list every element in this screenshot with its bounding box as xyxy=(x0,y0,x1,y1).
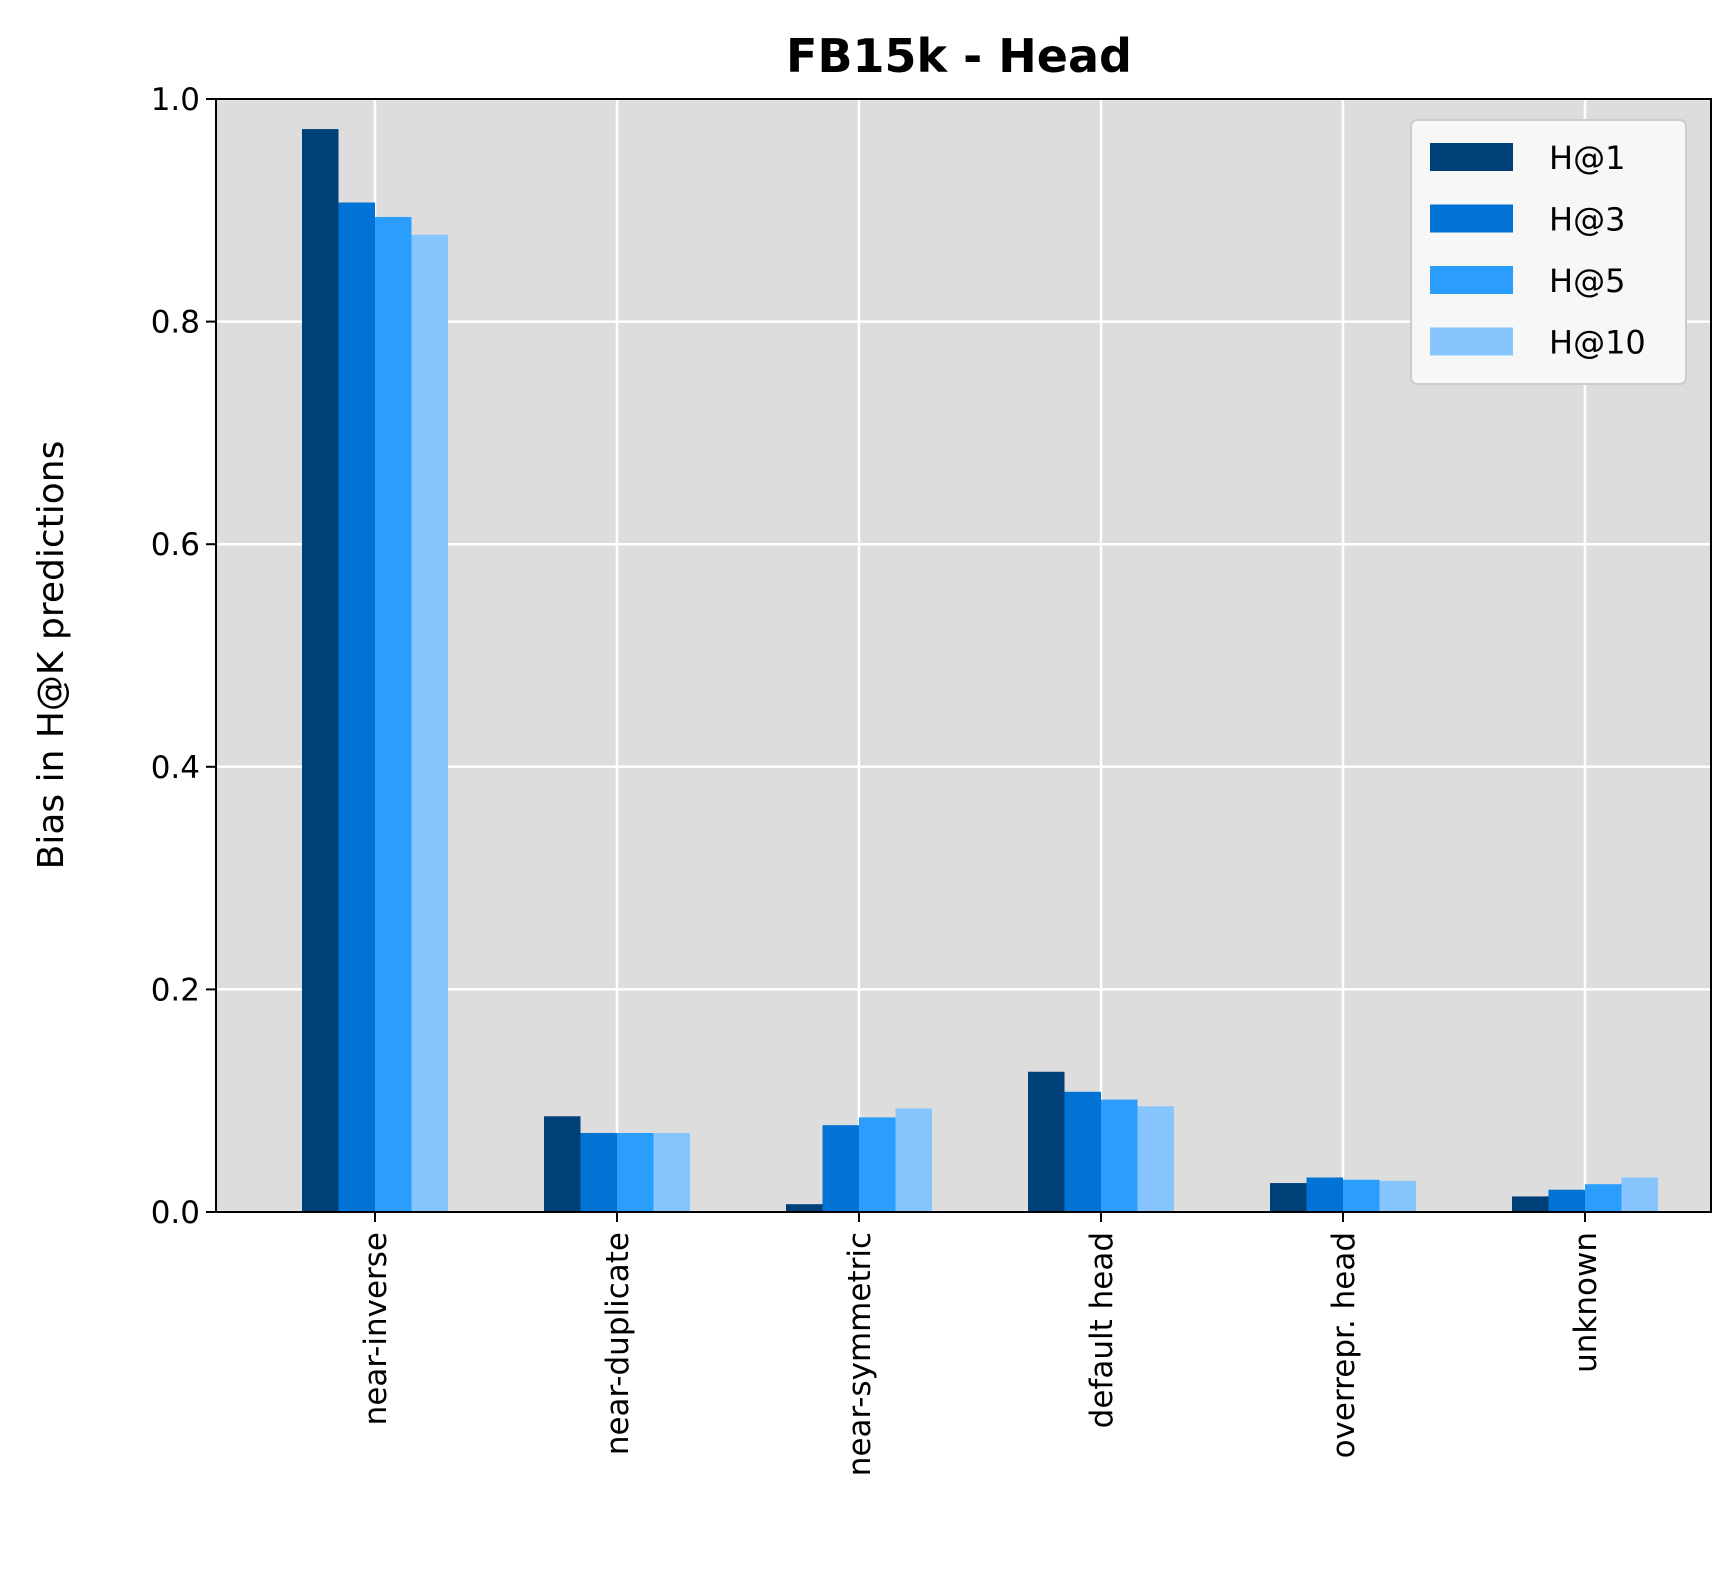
bar-h-at-1 xyxy=(544,1116,581,1212)
legend-swatch xyxy=(1430,266,1513,294)
legend-swatch xyxy=(1430,327,1513,356)
bar-h-at-1 xyxy=(302,129,339,1212)
bar-h-at-5 xyxy=(375,216,412,1212)
legend-frame xyxy=(1410,119,1687,385)
bar-h-at-10 xyxy=(653,1132,690,1212)
ticks: 0.0 0.2 0.4 0.6 0.8 1.0 near-inverse near-dupli… xyxy=(151,82,1604,1476)
legend-label: H@10 xyxy=(1549,324,1646,362)
y-tick-label: 0.2 xyxy=(151,972,200,1008)
chart-title: FB15k - Head xyxy=(786,29,1132,83)
legend-swatch xyxy=(1430,204,1513,233)
y-tick-label: 0.4 xyxy=(151,750,200,786)
bar-h-at-3 xyxy=(1548,1189,1585,1212)
bar-h-at-5 xyxy=(1585,1184,1622,1212)
x-tick-label: default head xyxy=(1084,1232,1120,1428)
grid xyxy=(216,97,1711,1214)
bar-h-at-10 xyxy=(1137,1106,1174,1212)
bar-h-at-5 xyxy=(859,1117,896,1212)
x-tick-label: near-inverse xyxy=(358,1232,394,1425)
bar-h-at-10 xyxy=(411,234,448,1212)
legend-swatch xyxy=(1430,143,1513,171)
y-axis-label: Bias in H@K predictions xyxy=(31,441,72,870)
bar-h-at-1 xyxy=(1270,1183,1307,1212)
bar-h-at-5 xyxy=(1101,1099,1138,1212)
bar-h-at-5 xyxy=(1343,1179,1380,1212)
x-tick-label: near-duplicate xyxy=(600,1232,636,1455)
bar-h-at-3 xyxy=(1064,1091,1101,1212)
y-tick-label: 1.0 xyxy=(151,82,200,118)
bar-h-at-10 xyxy=(895,1108,932,1212)
y-tick-label: 0.0 xyxy=(151,1195,200,1231)
bar-h-at-1 xyxy=(786,1204,823,1212)
bar-h-at-5 xyxy=(617,1132,654,1212)
bar-h-at-3 xyxy=(338,202,375,1212)
legend-label: H@1 xyxy=(1549,139,1625,177)
bar-h-at-3 xyxy=(1306,1177,1343,1212)
bar-h-at-10 xyxy=(1379,1180,1416,1212)
bars xyxy=(302,129,1658,1212)
legend-label: H@3 xyxy=(1549,201,1625,239)
bar-h-at-1 xyxy=(1028,1071,1065,1212)
legend: H@1 H@3 H@5 H@10 xyxy=(1410,119,1687,385)
x-tick-label: overrepr. head xyxy=(1326,1232,1362,1458)
x-tick-label: unknown xyxy=(1568,1232,1604,1373)
y-tick-label: 0.8 xyxy=(151,305,200,341)
x-tick-label: near-symmetric xyxy=(842,1232,878,1476)
bar-h-at-3 xyxy=(822,1125,859,1212)
bar-h-at-10 xyxy=(1621,1177,1658,1212)
plot-frame xyxy=(215,98,1712,1213)
legend-label: H@5 xyxy=(1549,262,1625,300)
y-tick-label: 0.6 xyxy=(151,527,200,563)
bar-h-at-1 xyxy=(1512,1196,1549,1212)
bar-h-at-3 xyxy=(580,1132,617,1212)
